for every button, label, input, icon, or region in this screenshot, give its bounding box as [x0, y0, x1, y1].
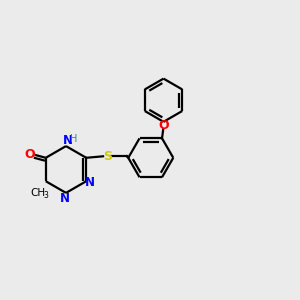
Text: H: H [70, 134, 77, 144]
Text: N: N [62, 134, 73, 147]
Text: N: N [59, 192, 70, 205]
Text: O: O [158, 119, 169, 132]
Text: N: N [85, 176, 95, 189]
Text: S: S [103, 150, 112, 163]
Text: 3: 3 [44, 191, 49, 200]
Text: O: O [24, 148, 34, 161]
Text: CH: CH [31, 188, 46, 198]
